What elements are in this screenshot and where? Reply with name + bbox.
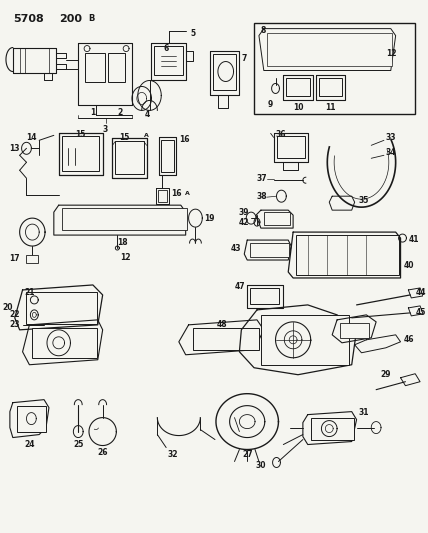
Text: 5: 5 [190,29,196,38]
Text: 39: 39 [239,208,249,216]
Text: 16: 16 [179,135,189,144]
Text: 42: 42 [239,217,249,227]
Text: 6: 6 [164,44,169,53]
Text: 200: 200 [59,14,82,23]
Bar [193,328,259,350]
Text: 36: 36 [276,131,286,139]
Text: 5708: 5708 [13,14,44,23]
Text: 23: 23 [9,320,20,329]
Bar [27,292,97,324]
Text: 11: 11 [325,103,336,112]
Text: B: B [88,14,95,23]
Text: 15: 15 [120,133,130,142]
Text: 38: 38 [256,192,267,201]
Text: 24: 24 [24,440,35,449]
Text: 35: 35 [359,196,369,205]
Bar [261,315,349,365]
Bar [318,78,342,96]
Text: 12: 12 [386,49,396,58]
Bar [213,53,236,91]
Text: 27: 27 [242,450,253,459]
Text: 1: 1 [90,108,95,117]
Bar [33,328,97,358]
Text: 17: 17 [9,254,20,263]
Text: 8: 8 [261,26,266,35]
Text: 34: 34 [386,148,396,157]
Text: 12: 12 [120,253,131,262]
Bar [62,136,99,171]
Bar [158,190,167,202]
Bar [276,136,305,158]
Bar [107,53,125,83]
Text: A: A [185,191,190,196]
Text: 48: 48 [217,320,227,329]
Bar [161,140,174,172]
Text: 30: 30 [255,462,265,471]
Text: 2: 2 [117,108,122,117]
Text: 25: 25 [73,440,83,449]
Text: 9: 9 [268,100,273,109]
Text: 7: 7 [241,53,247,62]
Text: 26: 26 [98,448,108,457]
Text: 41: 41 [408,235,419,244]
Text: 13: 13 [9,144,20,153]
Text: 33: 33 [386,133,396,142]
Bar [340,323,369,338]
Text: 19: 19 [204,214,215,223]
Bar [254,22,415,115]
Text: 4: 4 [145,110,150,119]
Bar [286,78,310,96]
Text: 16: 16 [171,189,181,198]
Bar [62,208,187,230]
Text: 29: 29 [380,370,391,379]
Text: 18: 18 [117,238,128,247]
Text: 45: 45 [415,308,425,317]
Text: 15: 15 [75,131,85,139]
Bar [17,406,46,432]
Text: 21: 21 [24,288,35,297]
Bar [85,53,104,83]
Bar [155,46,183,76]
Bar [296,235,398,275]
Text: 37: 37 [256,174,267,183]
Text: 3: 3 [103,125,108,134]
Bar [250,243,289,257]
Text: 44: 44 [415,288,426,297]
Bar [311,417,354,440]
Polygon shape [408,288,423,298]
Text: A: A [144,133,149,139]
Text: 32: 32 [168,449,178,458]
Bar [116,141,144,174]
Text: 20: 20 [2,303,13,312]
Text: 43: 43 [231,244,241,253]
Text: 46: 46 [404,335,414,344]
Text: 22: 22 [9,310,20,319]
Text: 40: 40 [404,261,414,270]
Text: 14: 14 [27,133,37,142]
Polygon shape [401,374,420,386]
Bar [267,33,392,66]
Bar [27,255,38,263]
Text: 10: 10 [293,103,303,112]
Text: 47: 47 [235,282,245,291]
Bar [250,288,279,304]
Polygon shape [408,306,423,316]
Bar [264,212,290,225]
Text: 31: 31 [359,408,369,417]
